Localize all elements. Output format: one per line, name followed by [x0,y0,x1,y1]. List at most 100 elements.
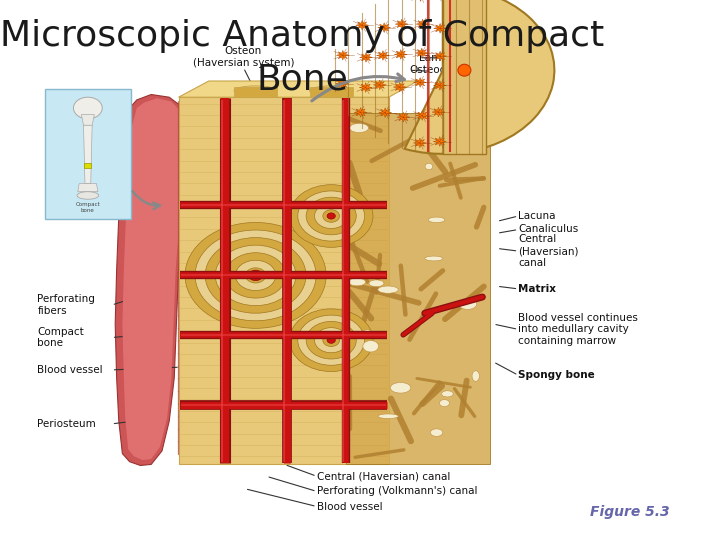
Polygon shape [179,190,186,202]
Circle shape [327,213,336,219]
Polygon shape [414,78,427,87]
Ellipse shape [378,414,398,418]
Text: Compact
bone: Compact bone [37,327,84,348]
Polygon shape [379,108,392,118]
Circle shape [315,328,348,353]
Polygon shape [393,82,406,92]
Polygon shape [356,21,369,30]
Polygon shape [416,19,429,29]
Polygon shape [179,316,186,329]
Polygon shape [433,51,446,61]
Ellipse shape [363,341,379,352]
Polygon shape [179,328,186,341]
Polygon shape [179,341,186,354]
Polygon shape [179,354,186,367]
Wedge shape [405,0,554,154]
Text: Osteon
(Haversian system): Osteon (Haversian system) [193,46,294,68]
Text: Blood vessel: Blood vessel [317,502,382,511]
Circle shape [215,245,296,306]
Text: Compact
bone: Compact bone [76,202,100,213]
Polygon shape [179,240,186,253]
Polygon shape [179,392,186,404]
Text: Blood vessel: Blood vessel [37,365,103,375]
Polygon shape [179,253,186,266]
Polygon shape [122,98,186,460]
FancyBboxPatch shape [45,89,131,219]
Polygon shape [377,51,390,60]
Polygon shape [346,113,490,464]
Ellipse shape [472,371,480,381]
Polygon shape [336,50,349,60]
Ellipse shape [369,280,384,287]
Text: Bone: Bone [256,62,348,96]
Polygon shape [179,227,186,240]
Polygon shape [310,87,353,97]
Text: Figure 5.3: Figure 5.3 [590,505,670,519]
Polygon shape [179,303,186,316]
Text: Blood vessel continues
into medullary cavity
containing marrow: Blood vessel continues into medullary ca… [518,313,638,346]
Polygon shape [78,184,98,192]
Text: Periosteum: Periosteum [37,419,96,429]
Polygon shape [179,215,186,228]
Circle shape [195,230,316,321]
Circle shape [289,309,373,372]
Ellipse shape [438,139,454,145]
Circle shape [246,268,266,283]
Text: Perforating (Volkmann's) canal: Perforating (Volkmann's) canal [317,487,477,496]
Ellipse shape [390,382,411,393]
Polygon shape [354,107,367,117]
Polygon shape [179,366,186,379]
Polygon shape [234,87,277,97]
FancyArrowPatch shape [312,74,405,101]
Polygon shape [415,111,428,120]
Polygon shape [179,152,186,165]
Text: Osteocyte: Osteocyte [409,65,462,75]
Ellipse shape [439,400,449,407]
Ellipse shape [77,192,99,199]
Polygon shape [433,80,446,90]
Polygon shape [443,0,486,154]
Text: Canaliculus: Canaliculus [518,225,579,234]
Polygon shape [179,442,186,455]
Ellipse shape [428,217,445,222]
Polygon shape [84,125,92,184]
Polygon shape [115,94,189,465]
Circle shape [298,315,364,365]
Text: Perforating
fibers: Perforating fibers [37,294,95,316]
Circle shape [315,204,348,228]
Polygon shape [179,81,418,97]
Polygon shape [179,291,186,303]
Text: Lacuna: Lacuna [518,211,556,221]
Text: Lamellae: Lamellae [200,136,253,145]
Text: Lamella: Lamella [419,53,460,63]
Polygon shape [179,165,186,178]
Polygon shape [179,114,186,127]
Circle shape [185,222,326,328]
Text: Matrix: Matrix [518,284,557,294]
Ellipse shape [234,86,277,96]
Ellipse shape [441,391,453,397]
Polygon shape [179,177,186,190]
Circle shape [235,260,276,291]
Polygon shape [179,102,186,114]
Circle shape [323,210,340,222]
FancyBboxPatch shape [84,163,91,168]
Text: Central
(Haversian)
canal: Central (Haversian) canal [518,234,579,268]
Text: Spongy bone: Spongy bone [518,370,595,380]
Polygon shape [179,429,186,442]
Ellipse shape [310,86,353,96]
Circle shape [323,334,340,347]
Polygon shape [81,114,94,125]
Circle shape [205,238,306,313]
Polygon shape [433,23,446,33]
Polygon shape [179,127,186,140]
Polygon shape [336,79,348,89]
Ellipse shape [425,256,443,261]
Ellipse shape [362,330,372,338]
Circle shape [306,321,356,359]
Text: Microscopic Anatomy of Compact: Microscopic Anatomy of Compact [0,19,605,53]
Text: Central (Haversian) canal: Central (Haversian) canal [317,471,450,481]
Polygon shape [179,379,186,392]
Ellipse shape [467,134,480,144]
Ellipse shape [431,429,443,436]
